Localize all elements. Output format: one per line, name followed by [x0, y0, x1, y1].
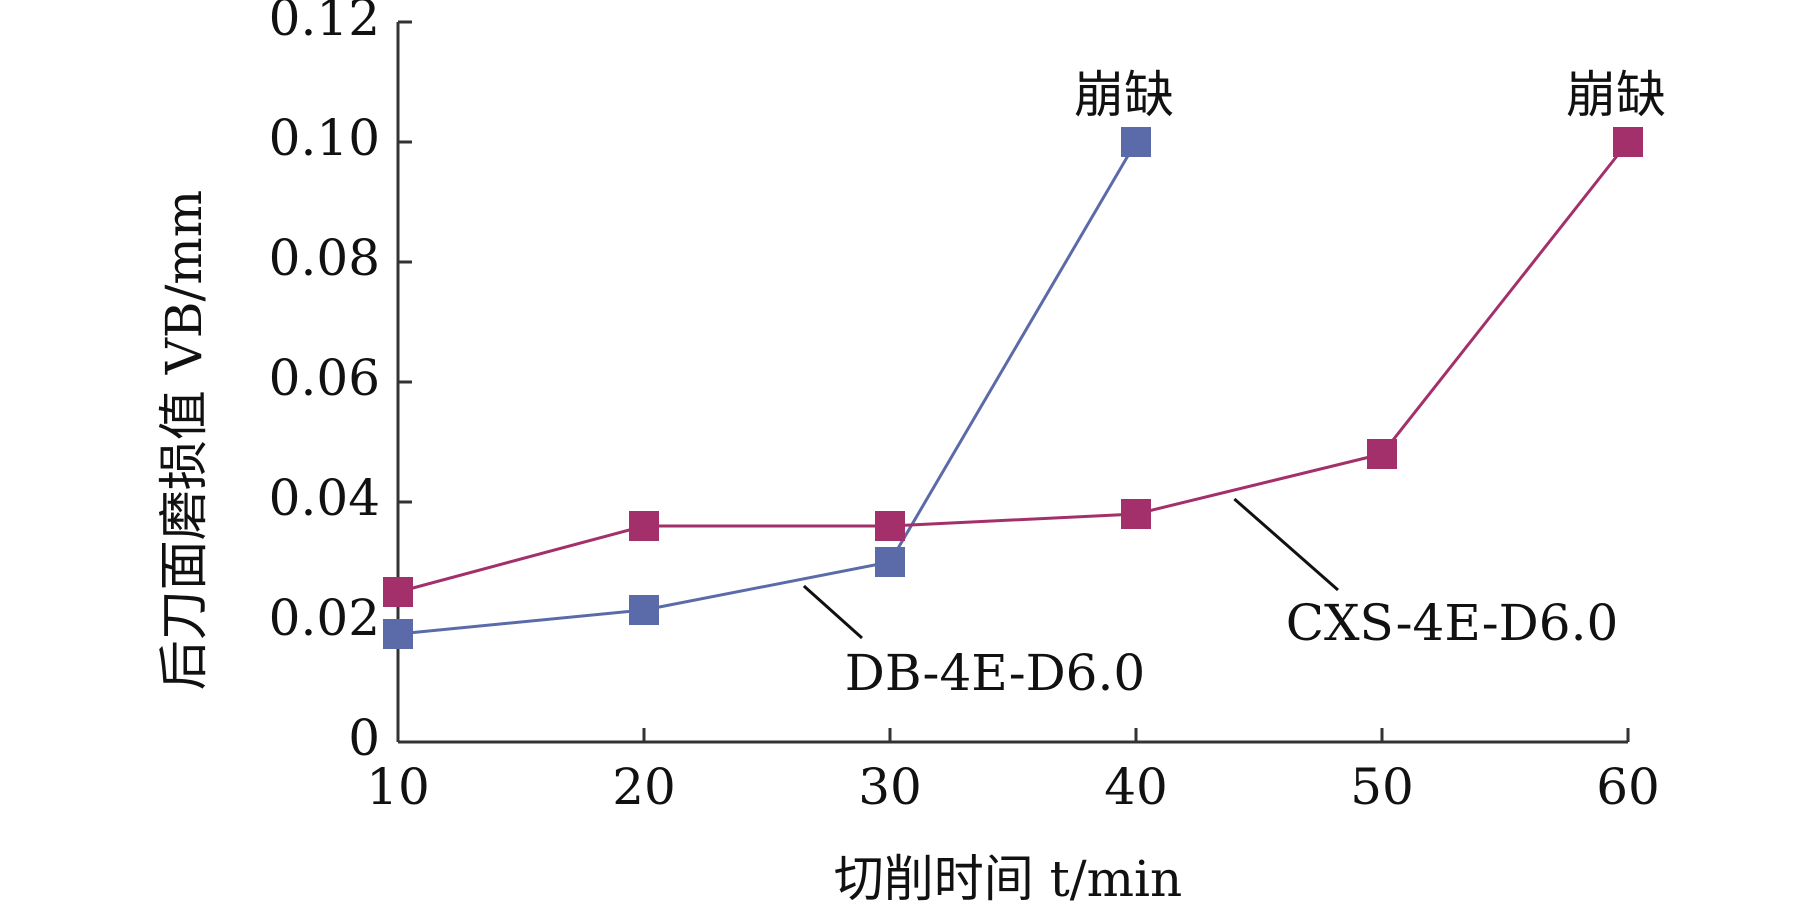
- series-1-label: DB-4E-D6.0: [845, 644, 1145, 702]
- series-1-leader-line: [802, 584, 864, 640]
- series-2-label: CXS-4E-D6.0: [1286, 594, 1619, 652]
- series-line-2: [397, 141, 1630, 594]
- x-axis-label: 切削时间 t/min: [834, 850, 1182, 908]
- series-1-marker: [875, 547, 905, 577]
- x-tick-label: 10: [366, 758, 430, 816]
- chipping-annotation: 崩缺: [1566, 66, 1666, 124]
- x-tick-label: 30: [858, 758, 922, 816]
- series-1-marker: [1121, 127, 1151, 157]
- series-2-marker: [383, 577, 413, 607]
- series-2-marker: [629, 511, 659, 541]
- chipping-annotation: 崩缺: [1074, 66, 1174, 124]
- x-tick-label: 40: [1104, 758, 1168, 816]
- series-2-marker: [875, 511, 905, 541]
- series-2-marker: [1613, 127, 1643, 157]
- y-tick-label: 0.04: [269, 469, 380, 527]
- x-tick-label: 60: [1596, 758, 1660, 816]
- series-1-marker: [629, 595, 659, 625]
- series-2-leader-line: [1233, 497, 1339, 592]
- y-tick-label: 0: [348, 709, 380, 767]
- series-1-marker: [383, 619, 413, 649]
- y-tick-label: 0.12: [269, 0, 380, 47]
- series-2-marker: [1121, 499, 1151, 529]
- series-line-1: [397, 141, 1138, 636]
- x-tick-label: 50: [1350, 758, 1414, 816]
- y-tick-label: 0.10: [269, 109, 380, 167]
- y-axis-label: 后刀面磨损值 VB/mm: [155, 190, 213, 690]
- y-tick-label: 0.08: [269, 229, 380, 287]
- x-tick-label: 20: [612, 758, 676, 816]
- series-2-marker: [1367, 439, 1397, 469]
- y-tick-label: 0.02: [269, 589, 380, 647]
- y-tick-label: 0.06: [269, 349, 380, 407]
